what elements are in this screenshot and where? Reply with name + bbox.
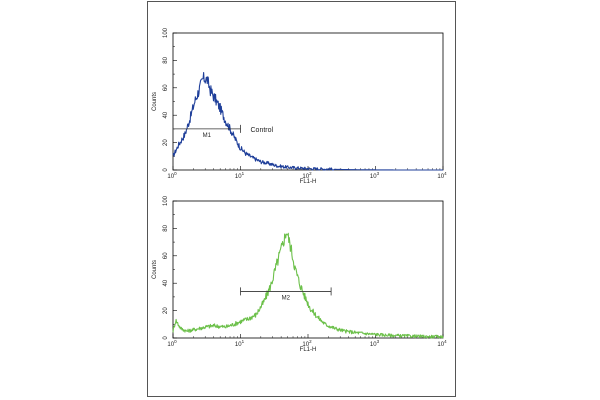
x-axis-title: FL1-H: [300, 179, 317, 185]
x-tick-label: 103: [370, 339, 380, 348]
y-tick-label: 80: [163, 224, 169, 231]
x-axis-title: FL1-H: [300, 347, 317, 353]
x-tick-label: 103: [370, 171, 380, 180]
x-tick-label: 101: [235, 171, 245, 180]
histogram-series-1: [172, 71, 444, 171]
x-tick-label: 102: [302, 339, 312, 348]
y-tick-label: 20: [163, 139, 169, 146]
y-tick-label: 40: [163, 111, 169, 118]
x-tick-label: 104: [437, 171, 447, 180]
x-tick-label: 100: [167, 171, 177, 180]
y-tick-label: 20: [163, 307, 169, 314]
x-tick-label: 102: [302, 171, 312, 180]
annotation-label: Control: [251, 127, 274, 134]
y-tick-label: 0: [163, 336, 169, 340]
y-tick-label: 40: [163, 279, 169, 286]
y-tick-label: 100: [163, 195, 169, 206]
histogram-series-1: [172, 232, 444, 339]
x-tick-label: 104: [437, 339, 447, 348]
plot-area: [172, 32, 444, 171]
gate-label: M2: [282, 295, 291, 301]
y-tick-label: 60: [163, 252, 169, 259]
y-axis-title: Counts: [152, 260, 158, 279]
y-tick-label: 0: [163, 168, 169, 172]
y-axis-title: Counts: [152, 92, 158, 111]
y-tick-label: 60: [163, 84, 169, 91]
y-tick-label: 100: [163, 27, 169, 38]
x-tick-label: 100: [167, 339, 177, 348]
gate-label: M1: [203, 133, 212, 139]
figure-frame: [147, 1, 456, 397]
x-tick-label: 101: [235, 339, 245, 348]
chart-panel-bottom: 0 20 40 60 80 100 100 101 102 103 104 FL1-H Counts M2: [152, 195, 447, 353]
chart-panel-top: 0 20 40 60 80 100 100 101 102 103 104 FL1-H Counts M1…: [152, 27, 447, 185]
plot-area: [172, 200, 444, 339]
y-tick-label: 80: [163, 56, 169, 63]
